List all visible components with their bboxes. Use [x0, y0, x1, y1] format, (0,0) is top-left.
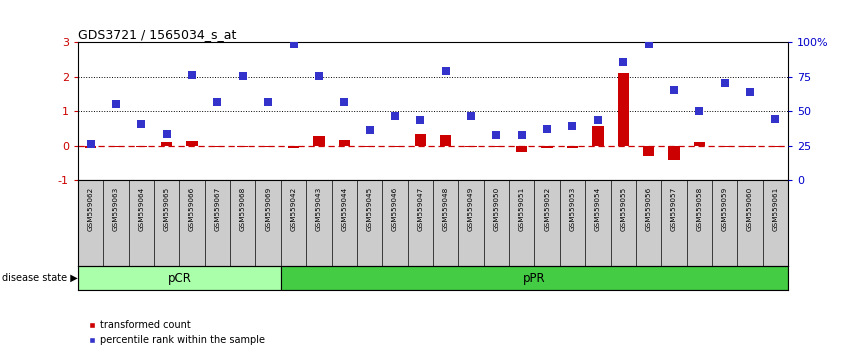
Bar [85, 146, 96, 148]
Point [84, 141, 98, 147]
Text: GDS3721 / 1565034_s_at: GDS3721 / 1565034_s_at [78, 28, 236, 41]
Bar [161, 142, 172, 146]
Bar [541, 146, 553, 148]
Text: GSM559051: GSM559051 [519, 187, 525, 231]
Bar [719, 146, 730, 148]
Bar [415, 134, 426, 146]
Bar [288, 146, 300, 148]
Bar [313, 136, 325, 146]
Text: GSM559048: GSM559048 [443, 187, 449, 231]
Text: GSM559056: GSM559056 [645, 187, 651, 231]
Point [464, 113, 478, 119]
Point [693, 108, 707, 113]
Text: GSM559058: GSM559058 [696, 187, 702, 231]
Point [591, 117, 604, 123]
Bar [566, 146, 578, 148]
Point [718, 80, 732, 86]
Text: GSM559068: GSM559068 [240, 187, 246, 231]
Text: GSM559053: GSM559053 [570, 187, 576, 231]
Bar [643, 146, 655, 156]
Point [134, 121, 148, 127]
Bar [592, 126, 604, 146]
Point [185, 72, 199, 78]
Bar [744, 146, 756, 148]
Bar [211, 146, 223, 148]
Text: GSM559059: GSM559059 [721, 187, 727, 231]
Point [413, 117, 427, 123]
Point [388, 113, 402, 119]
Bar [465, 146, 477, 148]
Point [540, 126, 554, 132]
Text: GSM559042: GSM559042 [290, 187, 296, 231]
Text: GSM559069: GSM559069 [265, 187, 271, 231]
Bar [694, 142, 705, 146]
Text: GSM559066: GSM559066 [189, 187, 195, 231]
Text: GSM559050: GSM559050 [494, 187, 500, 231]
Text: GSM559044: GSM559044 [341, 187, 347, 231]
Point [439, 68, 453, 74]
Point [515, 132, 529, 138]
Point [210, 99, 224, 104]
Text: GSM559057: GSM559057 [671, 187, 677, 231]
Text: GSM559064: GSM559064 [139, 187, 145, 231]
Bar [516, 146, 527, 152]
Point [743, 90, 757, 95]
Text: GSM559052: GSM559052 [544, 187, 550, 231]
Point [489, 132, 503, 138]
Bar [186, 141, 197, 146]
Bar [78, 266, 281, 290]
Text: GSM559067: GSM559067 [215, 187, 221, 231]
Bar [281, 266, 788, 290]
Bar [364, 146, 375, 148]
Bar [770, 146, 781, 148]
Point [565, 123, 579, 129]
Point [262, 99, 275, 105]
Text: GSM559054: GSM559054 [595, 187, 601, 231]
Point [236, 73, 249, 79]
Point [667, 87, 681, 93]
Point [109, 101, 123, 107]
Bar [339, 139, 350, 146]
Point [642, 41, 656, 47]
Text: GSM559062: GSM559062 [87, 187, 94, 231]
Text: pPR: pPR [523, 272, 546, 285]
Point [617, 59, 630, 65]
Bar [110, 146, 122, 148]
Point [363, 127, 377, 132]
Bar [389, 146, 401, 148]
Bar [617, 74, 629, 146]
Text: GSM559055: GSM559055 [620, 187, 626, 231]
Text: pCR: pCR [167, 272, 191, 285]
Text: GSM559065: GSM559065 [164, 187, 170, 231]
Point [159, 131, 173, 137]
Bar [669, 146, 680, 160]
Bar [440, 135, 451, 146]
Point [287, 41, 301, 47]
Point [768, 116, 782, 122]
Text: GSM559060: GSM559060 [747, 187, 753, 231]
Bar [262, 146, 274, 148]
Text: GSM559045: GSM559045 [366, 187, 372, 231]
Text: disease state ▶: disease state ▶ [3, 273, 78, 283]
Text: GSM559046: GSM559046 [392, 187, 398, 231]
Text: GSM559043: GSM559043 [316, 187, 322, 231]
Legend: transformed count, percentile rank within the sample: transformed count, percentile rank withi… [83, 316, 269, 349]
Text: GSM559049: GSM559049 [468, 187, 474, 231]
Point [312, 73, 326, 79]
Point [338, 99, 352, 104]
Bar [491, 146, 502, 148]
Text: GSM559061: GSM559061 [772, 187, 779, 231]
Text: GSM559047: GSM559047 [417, 187, 423, 231]
Bar [237, 146, 249, 148]
Bar [136, 146, 147, 148]
Text: GSM559063: GSM559063 [113, 187, 119, 231]
